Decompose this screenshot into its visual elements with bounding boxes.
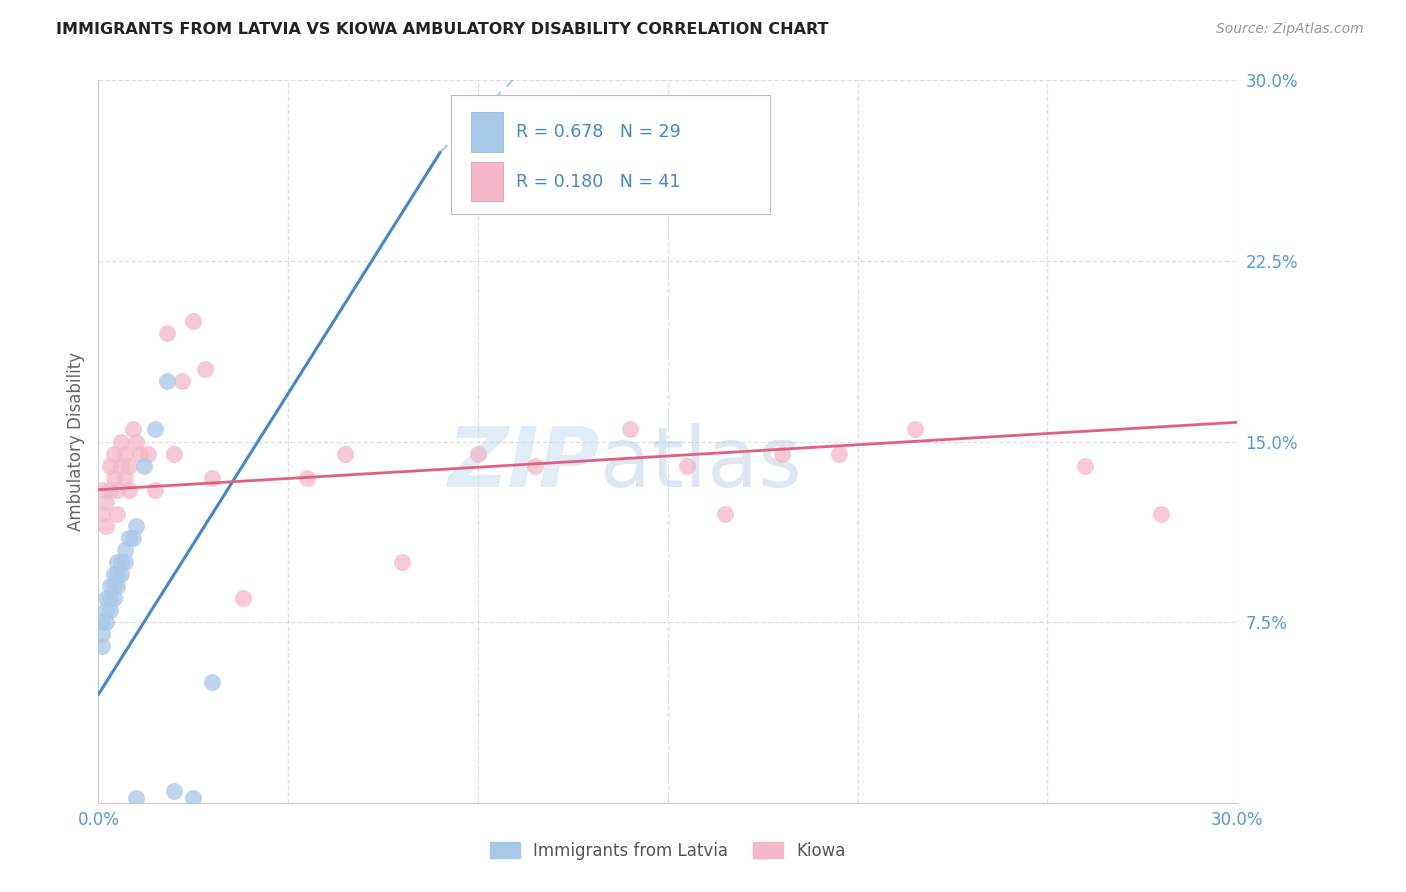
Text: R = 0.678   N = 29: R = 0.678 N = 29 [516, 123, 681, 141]
Point [1150, 507, 1173, 521]
Point [136, 446, 159, 460]
Point [110, 458, 132, 473]
Point [183, 791, 205, 805]
Point [107, 579, 129, 593]
Point [163, 784, 186, 798]
Text: ZIP: ZIP [447, 423, 599, 504]
FancyBboxPatch shape [471, 161, 503, 202]
Point [98, 458, 121, 473]
Point [125, 518, 148, 533]
Point [94, 603, 117, 617]
Point [103, 579, 125, 593]
Point [107, 483, 129, 497]
Point [107, 555, 129, 569]
Point [110, 434, 132, 449]
Point [103, 567, 125, 582]
Point [1074, 458, 1097, 473]
Point [125, 791, 148, 805]
Point [163, 446, 186, 460]
Point [103, 446, 125, 460]
Point [201, 675, 224, 690]
Point [98, 591, 121, 605]
Point [110, 567, 132, 582]
Point [114, 555, 136, 569]
Point [194, 362, 217, 376]
Point [145, 483, 167, 497]
Text: atlas: atlas [599, 423, 801, 504]
FancyBboxPatch shape [451, 95, 770, 214]
Y-axis label: Ambulatory Disability: Ambulatory Disability [66, 352, 84, 531]
Point [107, 567, 129, 582]
Point [335, 446, 357, 460]
Point [94, 494, 117, 508]
Point [770, 446, 793, 460]
Point [904, 422, 927, 436]
Point [110, 555, 132, 569]
Point [91, 639, 114, 653]
Point [183, 314, 205, 328]
Point [118, 458, 141, 473]
Point [467, 446, 489, 460]
Point [114, 446, 136, 460]
Point [91, 615, 114, 630]
Point [828, 446, 851, 460]
Point [103, 591, 125, 605]
Point [107, 507, 129, 521]
Text: Source: ZipAtlas.com: Source: ZipAtlas.com [1216, 22, 1364, 37]
FancyBboxPatch shape [471, 112, 503, 153]
Point [619, 422, 641, 436]
Point [121, 422, 143, 436]
Point [98, 483, 121, 497]
Point [121, 531, 143, 545]
Point [98, 579, 121, 593]
Point [524, 458, 547, 473]
Point [94, 615, 117, 630]
Point [201, 470, 224, 484]
Point [114, 542, 136, 557]
Point [132, 458, 155, 473]
Point [94, 518, 117, 533]
Legend: Immigrants from Latvia, Kiowa: Immigrants from Latvia, Kiowa [484, 836, 852, 867]
Point [145, 422, 167, 436]
Point [91, 507, 114, 521]
Point [129, 446, 152, 460]
Point [94, 591, 117, 605]
Point [391, 555, 413, 569]
Point [118, 531, 141, 545]
Point [103, 470, 125, 484]
Point [232, 591, 254, 605]
Point [676, 458, 699, 473]
Point [98, 603, 121, 617]
Point [156, 374, 179, 388]
Point [91, 627, 114, 641]
Point [714, 507, 737, 521]
Point [118, 483, 141, 497]
Point [170, 374, 193, 388]
Text: IMMIGRANTS FROM LATVIA VS KIOWA AMBULATORY DISABILITY CORRELATION CHART: IMMIGRANTS FROM LATVIA VS KIOWA AMBULATO… [56, 22, 828, 37]
Point [91, 483, 114, 497]
Point [297, 470, 319, 484]
Point [125, 434, 148, 449]
Text: R = 0.180   N = 41: R = 0.180 N = 41 [516, 172, 681, 191]
Point [114, 470, 136, 484]
Point [156, 326, 179, 340]
